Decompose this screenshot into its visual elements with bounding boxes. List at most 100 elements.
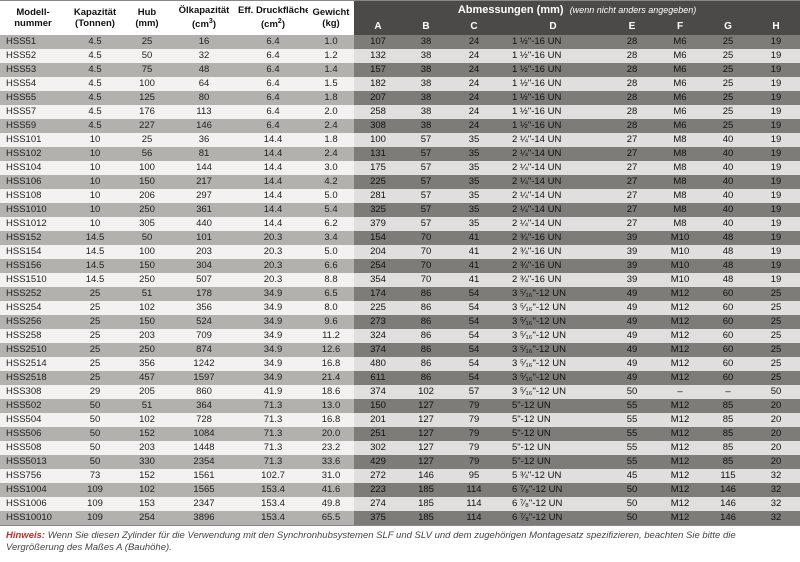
cell: 79 — [450, 413, 498, 427]
cell: 100 — [124, 77, 170, 91]
cell: M12 — [656, 315, 704, 329]
table-row: HSS10110253614.41.8 — [0, 133, 354, 147]
cell: 50 — [66, 427, 124, 441]
cell: 10 — [66, 161, 124, 175]
left-header: Modell-nummer Kapazität(Tonnen) Hub(mm) … — [0, 1, 354, 35]
cell: M8 — [656, 217, 704, 231]
cell: HSS1006 — [0, 497, 66, 511]
table-row: HSS2582520370934.911.2 — [0, 329, 354, 343]
cell: 41.6 — [308, 483, 354, 497]
cell: 71.3 — [238, 413, 308, 427]
cell: 2 ¾"-16 UN — [498, 259, 608, 273]
cell: 281 — [354, 189, 402, 203]
cell: 25 — [752, 343, 800, 357]
table-row: HSS252255117834.96.5 — [0, 287, 354, 301]
spec-table-left: Modell-nummer Kapazität(Tonnen) Hub(mm) … — [0, 1, 354, 525]
cell: 1561 — [170, 469, 238, 483]
cell: 19 — [752, 35, 800, 49]
cell: 860 — [170, 385, 238, 399]
cell: 39 — [608, 259, 656, 273]
cell: 250 — [124, 203, 170, 217]
cell: 45 — [608, 469, 656, 483]
cell: 86 — [402, 315, 450, 329]
cell: 6.4 — [238, 91, 308, 105]
cell: 38 — [402, 49, 450, 63]
cell: 49 — [608, 287, 656, 301]
cell: 27 — [608, 175, 656, 189]
cell: 5"-12 UN — [498, 413, 608, 427]
table-row: HSS15614.515030420.36.6 — [0, 259, 354, 273]
cell: 9.6 — [308, 315, 354, 329]
cell: HSS101 — [0, 133, 66, 147]
table-row: HSS1081020629714.45.0 — [0, 189, 354, 203]
cell: 127 — [402, 427, 450, 441]
hdr-oil: Ölkapazität(cm3) — [170, 1, 238, 35]
cell: 146 — [704, 483, 752, 497]
cell: 28 — [608, 105, 656, 119]
cell: 153.4 — [238, 497, 308, 511]
cell: 19 — [752, 189, 800, 203]
cell: 21.4 — [308, 371, 354, 385]
cell: 56 — [124, 147, 170, 161]
cell: 153 — [124, 497, 170, 511]
cell: 109 — [66, 483, 124, 497]
cell: 25 — [704, 77, 752, 91]
cell: 14.5 — [66, 245, 124, 259]
cell: 79 — [450, 427, 498, 441]
cell: 55 — [608, 455, 656, 469]
cell: 115 — [704, 469, 752, 483]
cell: 102.7 — [238, 469, 308, 483]
cell: 54 — [450, 343, 498, 357]
cell: 54 — [450, 329, 498, 343]
cell: 34.9 — [238, 343, 308, 357]
hdr-model: Modell-nummer — [0, 1, 66, 35]
cell: 14.4 — [238, 147, 308, 161]
cell: 19 — [752, 175, 800, 189]
cell: 85 — [704, 455, 752, 469]
table-row: 13238241 ½"-16 UN28M62519 — [354, 49, 800, 63]
cell: 201 — [354, 413, 402, 427]
cell: 25 — [704, 119, 752, 133]
hdr-stroke: Hub(mm) — [124, 1, 170, 35]
cell: 71.3 — [238, 441, 308, 455]
cell: M8 — [656, 161, 704, 175]
cell: 24 — [450, 105, 498, 119]
cell: 10 — [66, 133, 124, 147]
cell: 20.0 — [308, 427, 354, 441]
cell: 32 — [752, 511, 800, 525]
cell: 25 — [66, 315, 124, 329]
cell: 102 — [402, 385, 450, 399]
hdr-dimensions-label: Abmessungen (mm) — [458, 4, 564, 16]
table-row: 18238241 ½"-16 UN28M62519 — [354, 77, 800, 91]
table-row: HSS10041091021565153.441.6 — [0, 483, 354, 497]
cell: 4.5 — [66, 63, 124, 77]
cell: 146 — [704, 511, 752, 525]
right-header: Abmessungen (mm) (wenn nicht anders ange… — [354, 1, 800, 35]
cell: M12 — [656, 427, 704, 441]
table-row: HSS594.52271466.42.4 — [0, 119, 354, 133]
cell: M10 — [656, 273, 704, 287]
cell: M6 — [656, 49, 704, 63]
cell: 1 ½"-16 UN — [498, 91, 608, 105]
cell: 273 — [354, 315, 402, 329]
cell: 24 — [450, 119, 498, 133]
cell: 19 — [752, 203, 800, 217]
table-row: 2231851146 ⁷⁄₈"-12 UN50M1214632 — [354, 483, 800, 497]
cell: 5"-12 UN — [498, 427, 608, 441]
cell: 50 — [608, 497, 656, 511]
cell: 14.4 — [238, 133, 308, 147]
cell: 205 — [124, 385, 170, 399]
cell: 14.4 — [238, 203, 308, 217]
cell: 40 — [704, 175, 752, 189]
cell: 19 — [752, 217, 800, 231]
hdr-D: D — [498, 18, 608, 35]
cell: M6 — [656, 77, 704, 91]
cell: 429 — [354, 455, 402, 469]
cell: 330 — [124, 455, 170, 469]
cell: 50 — [66, 455, 124, 469]
cell: HSS308 — [0, 385, 66, 399]
cell: HSS10010 — [0, 511, 66, 525]
cell: 150 — [124, 259, 170, 273]
cell: 25 — [66, 287, 124, 301]
cell: 81 — [170, 147, 238, 161]
